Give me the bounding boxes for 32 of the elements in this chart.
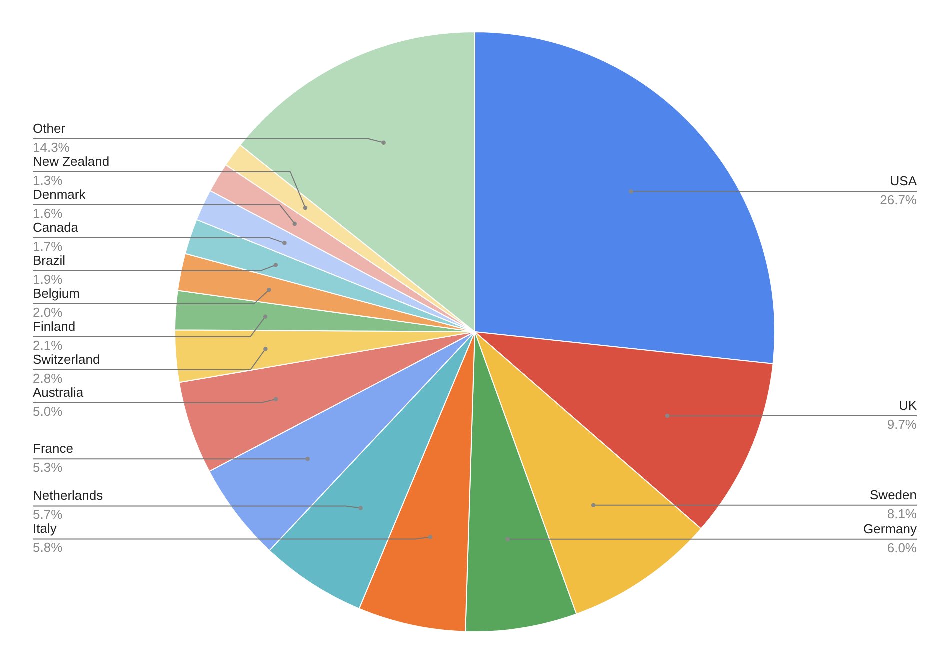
- data-label: 8.1%: [887, 506, 918, 522]
- slice-label: UK: [898, 398, 918, 414]
- data-label: 5.3%: [33, 460, 64, 476]
- data-label: 1.7%: [33, 238, 64, 254]
- data-label: 2.8%: [33, 370, 64, 386]
- slice-label: Sweden: [870, 487, 917, 502]
- slice-label: Belgium: [33, 286, 80, 301]
- data-label: 14.3%: [33, 140, 70, 155]
- data-label: 26.7%: [880, 192, 918, 208]
- data-label: 2.0%: [33, 304, 64, 320]
- slice-label: New Zealand: [33, 154, 110, 169]
- data-label: 5.7%: [33, 507, 64, 522]
- data-label: 5.0%: [33, 404, 64, 419]
- slice-label: Switzerland: [33, 352, 100, 367]
- slice-label: Germany: [864, 521, 918, 536]
- slice-label: Australia: [33, 384, 84, 400]
- slice-label: Netherlands: [33, 488, 104, 504]
- slice-label: USA: [890, 174, 918, 189]
- slice-label: Denmark: [33, 186, 86, 202]
- slice-label: Other: [33, 120, 66, 136]
- slice-label: Italy: [33, 521, 58, 536]
- data-label: 9.7%: [887, 417, 918, 432]
- data-label: 5.8%: [33, 540, 64, 556]
- data-label: 1.9%: [33, 272, 64, 287]
- data-label: 1.3%: [33, 172, 64, 188]
- slice-label: France: [33, 441, 74, 456]
- data-label: 6.0%: [887, 540, 918, 556]
- slice-label: Canada: [33, 220, 80, 235]
- slice-label: Brazil: [33, 252, 66, 268]
- slice-label: Finland: [33, 318, 76, 334]
- data-label: 1.6%: [33, 206, 64, 221]
- data-label: 2.1%: [33, 338, 64, 353]
